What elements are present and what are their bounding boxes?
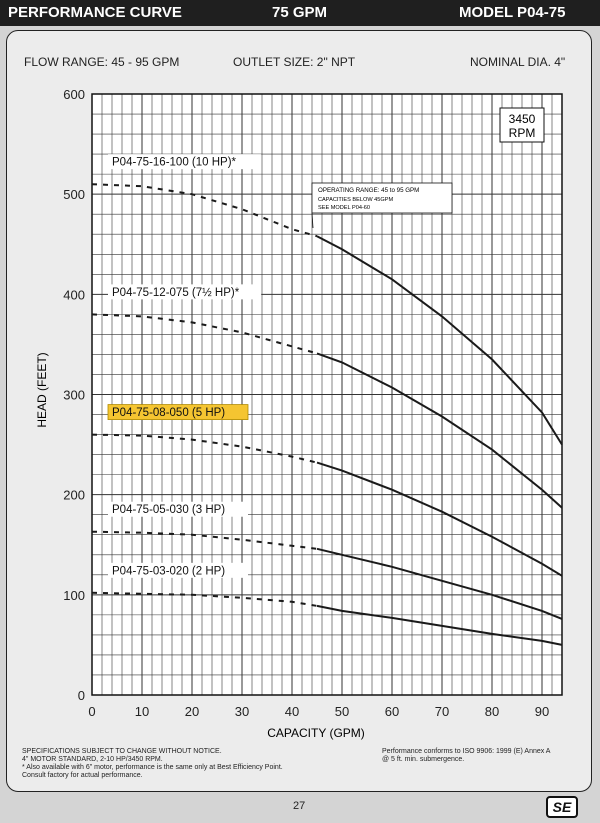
- series-curves: [91, 183, 563, 646]
- series-label: P04-75-08-050 (5 HP): [112, 407, 225, 419]
- series-label-box: [108, 154, 262, 170]
- brand-logo: SE: [546, 796, 578, 818]
- series-curve: [316, 461, 563, 577]
- spec-outlet-size: OUTLET SIZE: 2" NPT: [233, 55, 356, 69]
- header-flow: 75 GPM: [272, 4, 328, 21]
- operating-range-line2: CAPACITIES BELOW 45GPM: [318, 197, 393, 203]
- x-tick-label: 60: [385, 704, 399, 719]
- series-label-box: [107, 404, 249, 420]
- series-label: P04-75-16-100 (10 HP)*: [112, 157, 237, 169]
- x-tick-label: 70: [435, 704, 449, 719]
- series-label: P04-75-03-020 (2 HP): [112, 565, 225, 577]
- y-tick-label: 400: [63, 287, 85, 302]
- footer-line: Performance conforms to ISO 9906: 1999 (…: [382, 748, 551, 755]
- header-model: MODEL P04-75: [459, 4, 566, 21]
- series-curve: [316, 235, 563, 446]
- rpm-value: 3450: [509, 112, 536, 126]
- spec-flow-range: FLOW RANGE: 45 - 95 GPM: [24, 55, 180, 69]
- series-curve-dashed: [91, 530, 318, 550]
- series-label-box: [108, 501, 248, 517]
- series-curve: [316, 352, 563, 509]
- footer-line: @ 5 ft. min. submergence.: [382, 756, 465, 763]
- series-curve-dashed: [91, 591, 318, 607]
- x-tick-label: 10: [135, 704, 149, 719]
- series-label-box: [108, 562, 248, 578]
- operating-range-line1: OPERATING RANGE: 45 to 95 GPM: [318, 187, 419, 194]
- page-number: 27: [293, 800, 306, 812]
- series-curve: [316, 604, 563, 646]
- y-tick-label: 200: [63, 488, 85, 503]
- spec-nominal-dia: NOMINAL DIA. 4": [470, 55, 566, 69]
- x-tick-label: 80: [485, 704, 499, 719]
- x-tick-label: 50: [335, 704, 349, 719]
- y-tick-label: 600: [63, 87, 85, 102]
- series-curve: [316, 547, 563, 620]
- y-tick-label: 500: [63, 187, 85, 202]
- footer-line: SPECIFICATIONS SUBJECT TO CHANGE WITHOUT…: [22, 748, 222, 755]
- footer-line: Consult factory for actual performance.: [22, 772, 143, 779]
- footer-iso: Performance conforms to ISO 9906: 1999 (…: [382, 748, 550, 764]
- series-label: P04-75-05-030 (3 HP): [112, 504, 225, 516]
- series-curve-dashed: [91, 183, 318, 238]
- header-title: PERFORMANCE CURVE: [8, 4, 182, 21]
- rpm-box: 3450 RPM: [499, 107, 545, 143]
- y-tick-label: 300: [63, 388, 85, 403]
- x-axis-label: CAPACITY (GPM): [267, 726, 365, 740]
- x-tick-label: 90: [535, 704, 549, 719]
- axis-ticks: 0 10 20 30 40 50 60 70 80 90 0 100 200 300 400 500 600: [63, 87, 549, 719]
- series-label-box: [108, 284, 262, 300]
- series-curve-dashed: [91, 433, 318, 464]
- rpm-unit: RPM: [509, 126, 536, 140]
- footer-specs: SPECIFICATIONS SUBJECT TO CHANGE WITHOUT…: [22, 748, 283, 780]
- page-header: PERFORMANCE CURVE 75 GPM MODEL P04-75: [0, 0, 600, 26]
- x-tick-label: 40: [285, 704, 299, 719]
- operating-range-note: OPERATING RANGE: 45 to 95 GPM CAPACITIES…: [311, 182, 453, 229]
- series-curve-dashed: [91, 313, 318, 355]
- y-tick-label: 0: [78, 688, 85, 703]
- footer-line: 4" MOTOR STANDARD, 2-10 HP/3450 RPM.: [22, 756, 163, 763]
- series-label: P04-75-12-075 (7½ HP)*: [112, 287, 240, 299]
- y-tick-label: 100: [63, 588, 85, 603]
- x-tick-label: 0: [88, 704, 95, 719]
- series-labels: P04-75-16-100 (10 HP)* P04-75-12-075 (7½ …: [107, 154, 262, 578]
- operating-range-line3: SEE MODEL P04-60: [318, 205, 370, 211]
- x-tick-label: 20: [185, 704, 199, 719]
- x-tick-label: 30: [235, 704, 249, 719]
- y-axis-label: HEAD (FEET): [35, 352, 49, 427]
- footer-line: * Also available with 6" motor, performa…: [22, 764, 283, 771]
- plot-frame: [91, 93, 563, 696]
